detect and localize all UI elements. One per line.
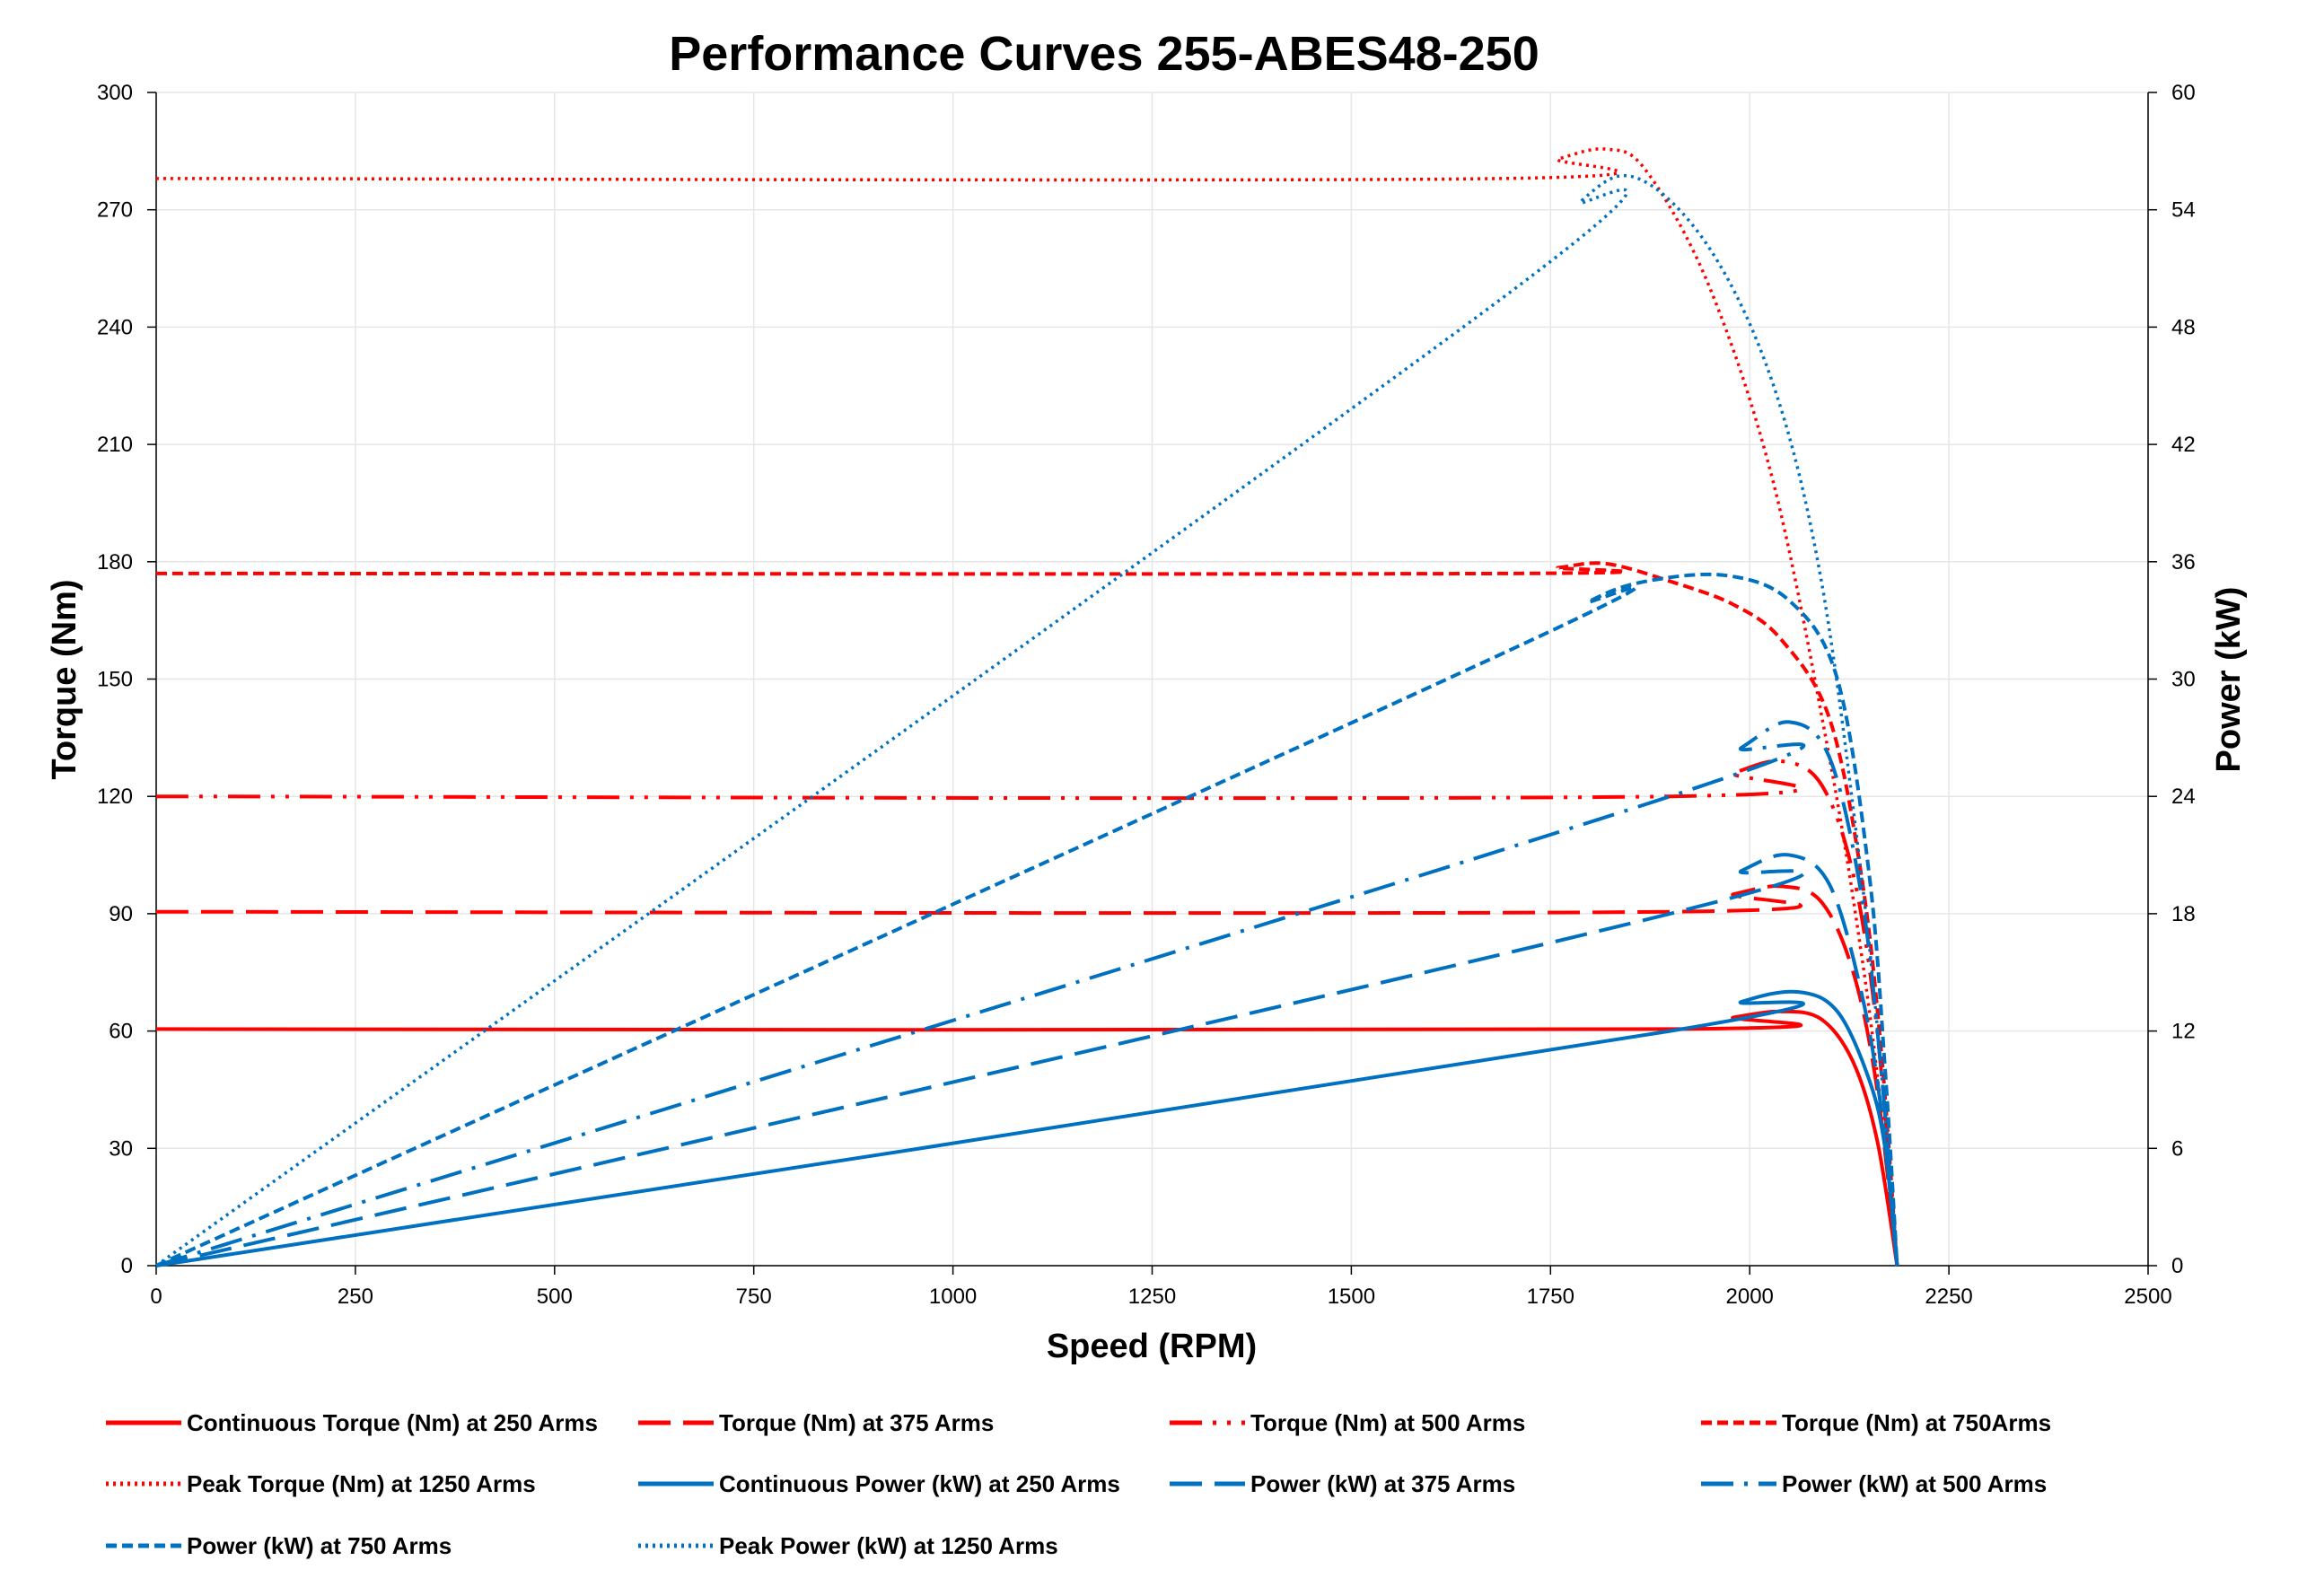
y2-tick-label: 24 (2171, 785, 2196, 809)
legend-item: Continuous Power (kW) at 250 Arms (638, 1470, 1120, 1497)
series-line-7 (155, 853, 1899, 1267)
series-line-1 (155, 1009, 1899, 1267)
series-line-10 (154, 173, 1899, 1267)
x-tick-label: 2250 (1925, 1285, 1972, 1309)
y2-tick-label: 30 (2171, 668, 2196, 692)
legend-label: Torque (Nm) at 375 Arms (719, 1409, 994, 1436)
legend-label: Torque (Nm) at 750Arms (1782, 1409, 2051, 1436)
legend-label: Continuous Torque (Nm) at 250 Arms (187, 1409, 598, 1436)
series-line-9 (155, 572, 1899, 1267)
y2-axis-label: Power (kW) (2210, 587, 2248, 773)
legend-item: Torque (Nm) at 500 Arms (1170, 1409, 1525, 1436)
legend-item: Continuous Torque (Nm) at 250 Arms (106, 1409, 598, 1436)
y2-tick-label: 54 (2171, 198, 2196, 223)
gridlines (155, 92, 2149, 1267)
legend-item: Power (kW) at 500 Arms (1701, 1470, 2047, 1497)
legend-item: Peak Power (kW) at 1250 Arms (638, 1532, 1058, 1559)
y2-tick-label: 36 (2171, 550, 2196, 574)
y-tick-label: 210 (97, 433, 133, 457)
x-tick-label: 250 (338, 1285, 373, 1309)
y-tick-label: 150 (97, 668, 133, 692)
y-tick-label: 90 (109, 902, 133, 926)
y-tick-label: 270 (97, 198, 133, 223)
y2-tick-label: 12 (2171, 1020, 2196, 1044)
series-line-2 (155, 884, 1899, 1267)
x-tick-label: 1000 (929, 1285, 977, 1309)
legend-label: Peak Power (kW) at 1250 Arms (719, 1532, 1058, 1559)
x-tick-label: 500 (537, 1285, 573, 1309)
x-axis-label: Speed (RPM) (1047, 1328, 1257, 1365)
legend-label: Power (kW) at 375 Arms (1250, 1470, 1515, 1497)
y2-tick-label: 0 (2171, 1254, 2183, 1278)
y-tick-label: 240 (97, 315, 133, 339)
y-tick-label: 60 (109, 1020, 133, 1044)
legend-item: Torque (Nm) at 375 Arms (638, 1409, 994, 1436)
series-line-3 (155, 759, 1899, 1267)
y2-tick-label: 18 (2171, 902, 2196, 926)
y-tick-label: 120 (97, 785, 133, 809)
y2-tick-label: 42 (2171, 433, 2196, 457)
axes: 0 250 500 750 1000 1250 1500 1750 2000 2250 250003… (97, 81, 2196, 1309)
x-tick-label: 2000 (1726, 1285, 1774, 1309)
x-tick-label: 750 (736, 1285, 772, 1309)
y2-tick-label: 48 (2171, 315, 2196, 339)
y-axis-label: Torque (Nm) (46, 579, 83, 779)
legend-label: Torque (Nm) at 500 Arms (1250, 1409, 1525, 1436)
x-tick-label: 1250 (1128, 1285, 1176, 1309)
series-line-8 (155, 720, 1899, 1267)
y2-tick-label: 60 (2171, 81, 2196, 105)
series-line-6 (155, 989, 1899, 1267)
legend-item: Torque (Nm) at 750Arms (1701, 1409, 2051, 1436)
series-lines (154, 147, 1899, 1267)
legend: Continuous Torque (Nm) at 250 Arms Torque… (106, 1409, 2051, 1559)
legend-label: Peak Torque (Nm) at 1250 Arms (187, 1470, 536, 1497)
series-line-4 (155, 561, 1899, 1267)
series-line-5 (155, 147, 1899, 1267)
legend-item: Power (kW) at 375 Arms (1170, 1470, 1515, 1497)
chart-title: Performance Curves 255-ABES48-250 (669, 27, 1539, 81)
y2-tick-label: 6 (2171, 1136, 2183, 1161)
y-tick-label: 300 (97, 81, 133, 105)
y-tick-label: 30 (109, 1136, 133, 1161)
x-tick-label: 2500 (2124, 1285, 2171, 1309)
legend-item: Peak Torque (Nm) at 1250 Arms (106, 1470, 536, 1497)
legend-item: Power (kW) at 750 Arms (106, 1532, 452, 1559)
x-tick-label: 1500 (1328, 1285, 1375, 1309)
x-tick-label: 1750 (1527, 1285, 1574, 1309)
y-tick-label: 0 (121, 1254, 133, 1278)
y-tick-label: 180 (97, 550, 133, 574)
x-tick-label: 0 (150, 1285, 162, 1309)
legend-label: Continuous Power (kW) at 250 Arms (719, 1470, 1120, 1497)
legend-label: Power (kW) at 500 Arms (1782, 1470, 2047, 1497)
legend-label: Power (kW) at 750 Arms (187, 1532, 452, 1559)
